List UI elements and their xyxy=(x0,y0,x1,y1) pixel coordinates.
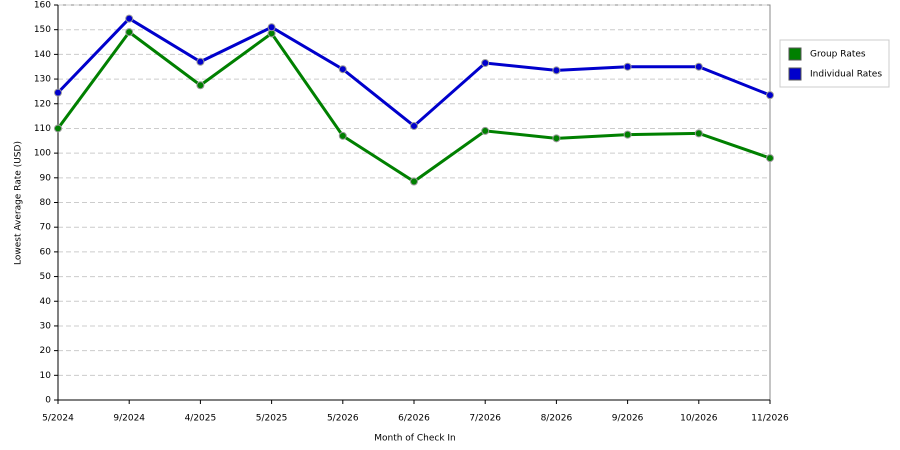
y-tick-label: 80 xyxy=(40,198,52,208)
x-axis-label: Month of Check In xyxy=(374,434,456,444)
x-tick-label: 10/2026 xyxy=(680,414,718,424)
data-point xyxy=(552,66,561,75)
x-tick-label: 9/2026 xyxy=(612,414,644,424)
y-tick-label: 20 xyxy=(40,346,52,356)
y-tick-label: 150 xyxy=(34,25,51,35)
data-point xyxy=(410,121,418,130)
data-point xyxy=(54,88,62,97)
y-tick-label: 100 xyxy=(34,149,51,159)
data-point xyxy=(338,131,347,140)
data-point xyxy=(481,59,490,68)
x-tick-label: 6/2026 xyxy=(398,414,430,424)
data-point xyxy=(623,130,632,139)
y-axis-label: Lowest Average Rate (USD) xyxy=(14,141,24,265)
data-point xyxy=(267,23,276,32)
x-tick-label: 5/2024 xyxy=(42,414,74,424)
data-point xyxy=(481,126,490,135)
data-point xyxy=(125,28,134,37)
y-tick-label: 70 xyxy=(40,223,52,233)
legend-swatch xyxy=(788,67,802,81)
data-point xyxy=(552,134,561,143)
y-tick-label: 40 xyxy=(40,297,52,307)
data-point xyxy=(410,177,418,186)
y-tick-label: 0 xyxy=(45,396,51,406)
data-point xyxy=(54,124,62,133)
x-tick-label: 8/2026 xyxy=(541,414,573,424)
data-point xyxy=(125,14,134,23)
y-tick-label: 140 xyxy=(34,50,51,60)
y-tick-label: 90 xyxy=(40,173,52,183)
y-tick-label: 60 xyxy=(40,247,52,257)
data-point xyxy=(694,129,703,138)
data-point xyxy=(338,65,347,74)
data-point xyxy=(196,81,205,90)
x-tick-label: 11/2026 xyxy=(751,414,789,424)
data-point xyxy=(694,62,703,71)
x-tick-label: 9/2024 xyxy=(113,414,145,424)
data-point xyxy=(766,91,774,100)
y-tick-label: 50 xyxy=(40,272,52,282)
legend-swatch xyxy=(788,47,802,61)
y-tick-label: 30 xyxy=(40,321,52,331)
legend-label: Group Rates xyxy=(810,50,866,60)
x-tick-label: 7/2026 xyxy=(469,414,501,424)
x-tick-label: 5/2025 xyxy=(256,414,288,424)
x-tick-label: 5/2026 xyxy=(327,414,359,424)
data-point xyxy=(623,62,632,71)
y-tick-label: 120 xyxy=(34,99,51,109)
y-tick-label: 160 xyxy=(34,1,51,11)
data-point xyxy=(196,57,205,66)
x-tick-label: 4/2025 xyxy=(185,414,217,424)
y-tick-label: 10 xyxy=(40,371,52,381)
legend-label: Individual Rates xyxy=(810,70,882,80)
y-tick-label: 110 xyxy=(34,124,51,134)
data-point xyxy=(766,154,774,163)
y-tick-label: 130 xyxy=(34,75,51,85)
